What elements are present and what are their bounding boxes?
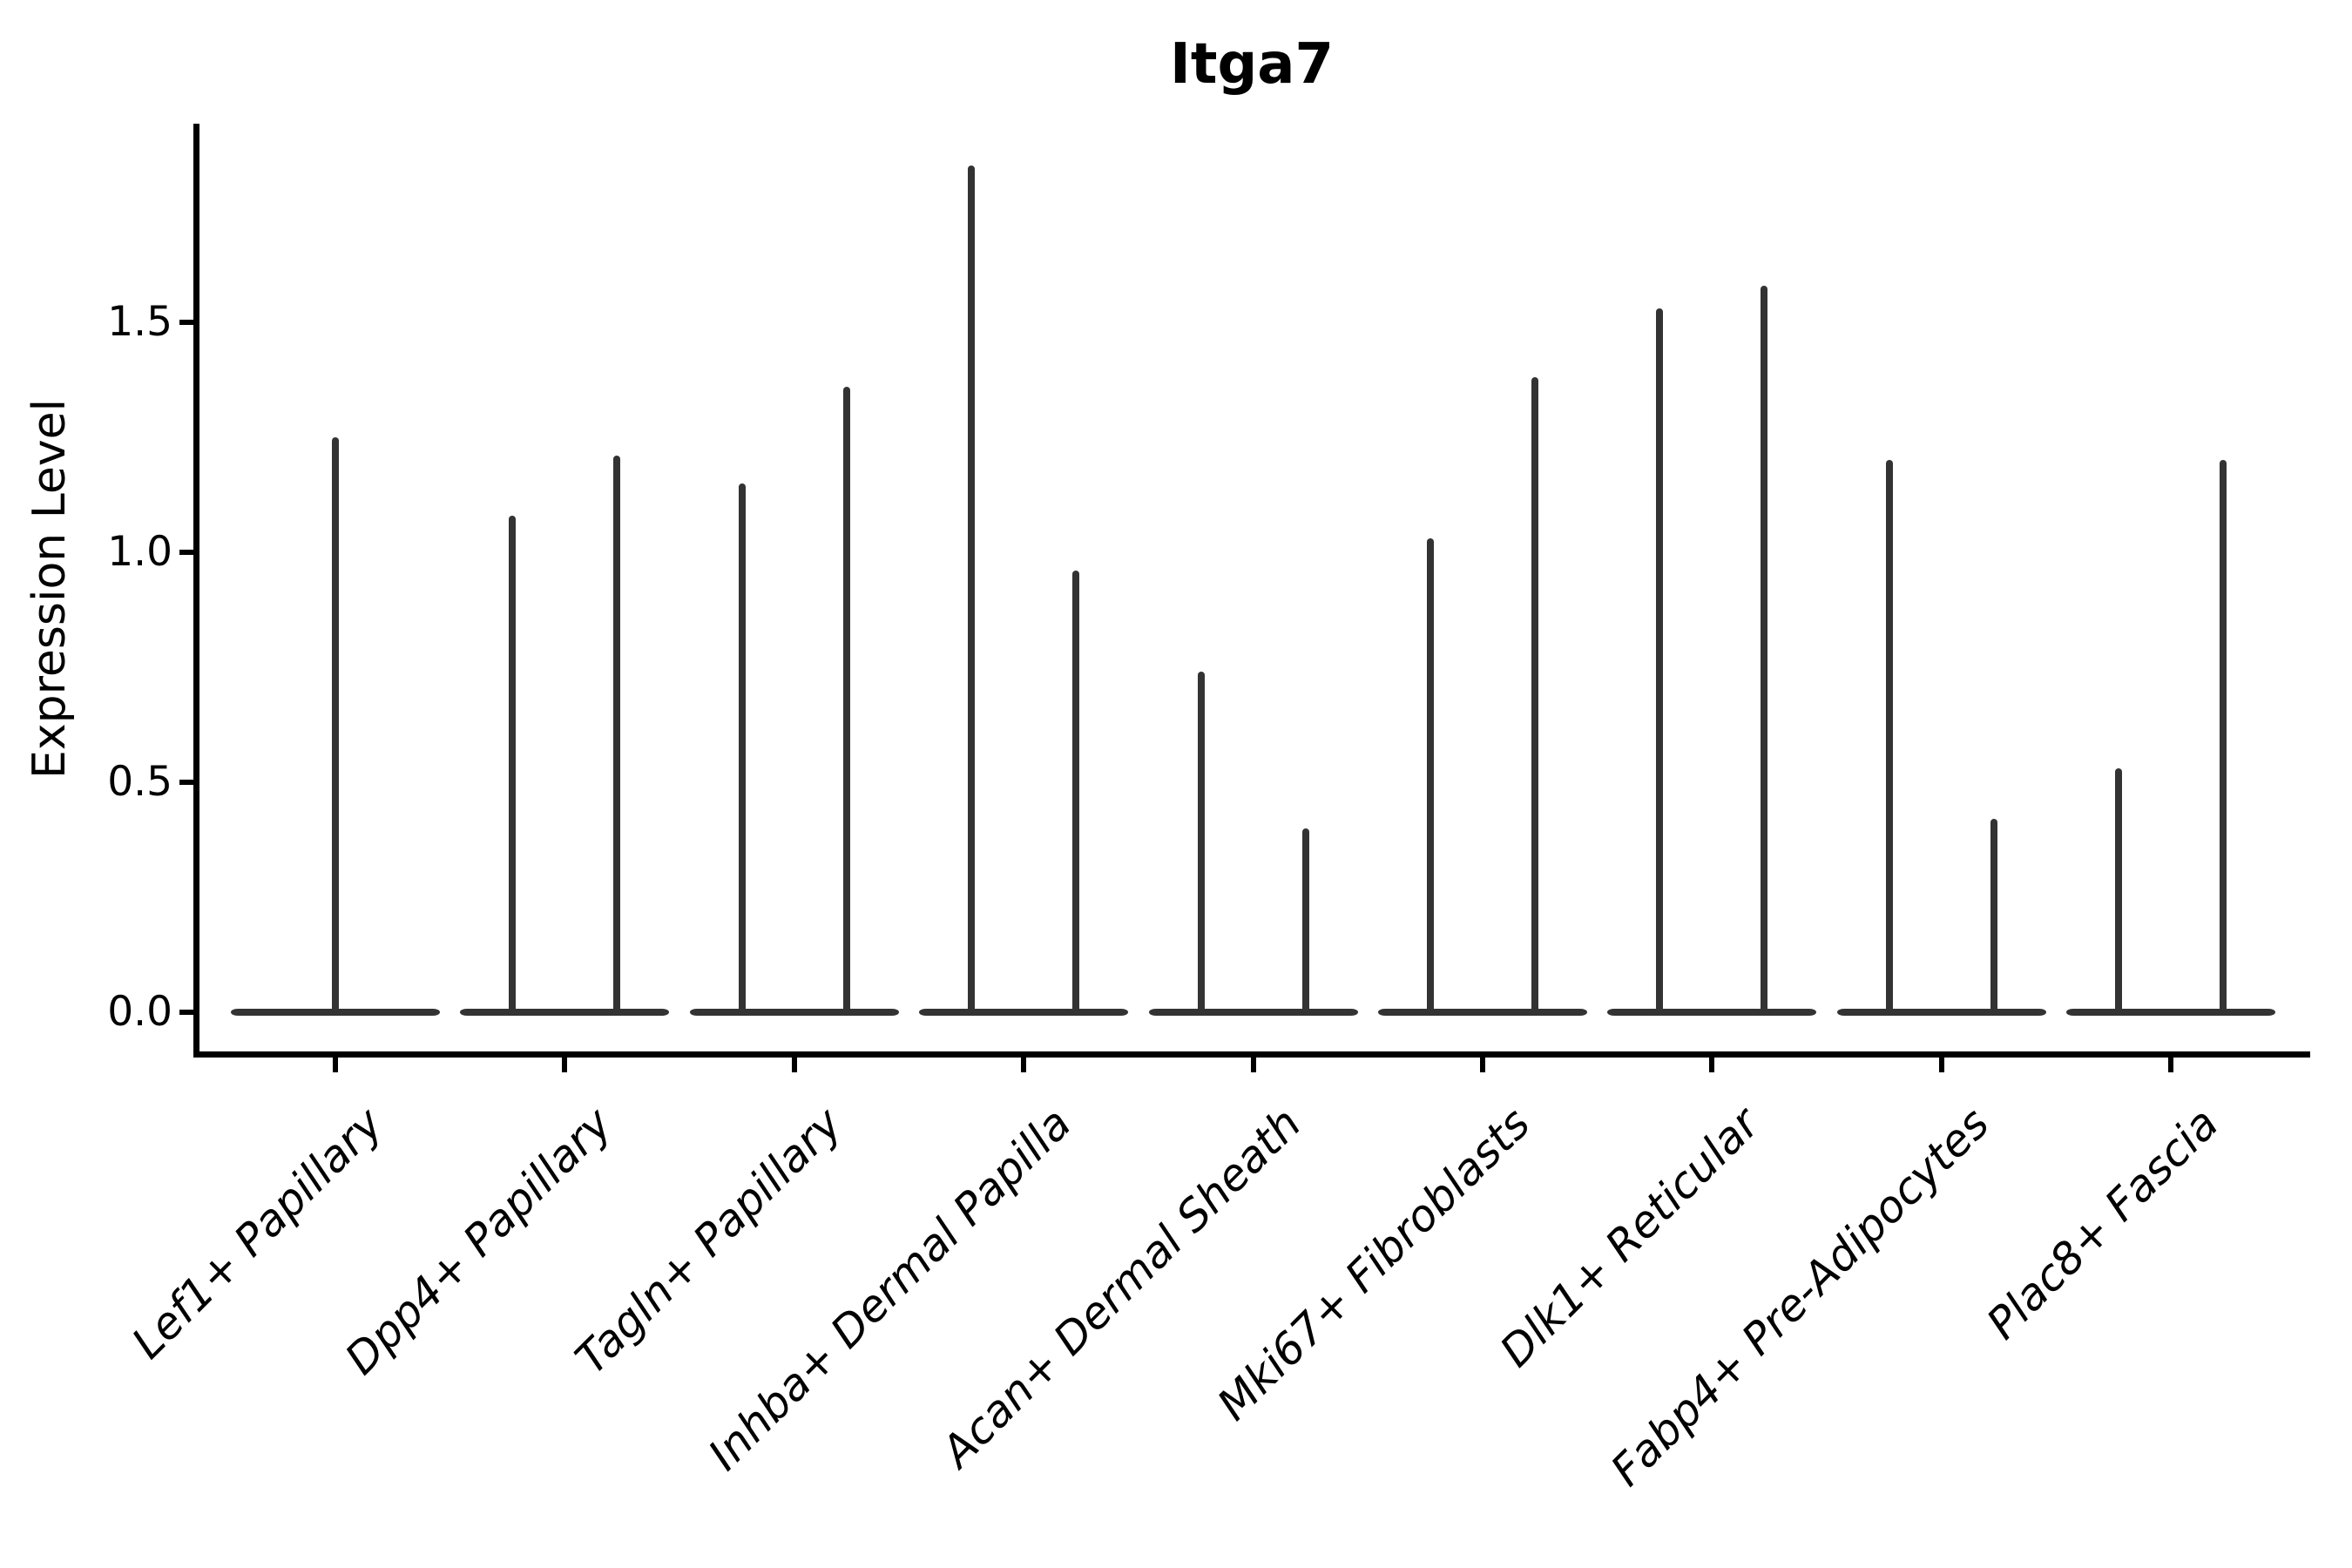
x-tick-mark (1021, 1058, 1027, 1072)
violin-base (460, 1009, 670, 1016)
violin-base (1607, 1009, 1817, 1016)
violin-spike (613, 456, 621, 1016)
violin-base (1836, 1009, 2046, 1016)
y-tick-mark (179, 780, 193, 785)
y-axis-label: Expression Level (24, 398, 76, 780)
violin-spike (968, 166, 976, 1016)
violin-base (689, 1009, 899, 1016)
violin-spike (738, 483, 746, 1016)
violin-spike (1301, 828, 1309, 1016)
violin-spike (1072, 571, 1080, 1016)
y-tick-mark (179, 320, 193, 325)
violin-spike (332, 437, 339, 1016)
x-tick-mark (1938, 1058, 1944, 1072)
x-tick-mark (333, 1058, 338, 1072)
violin-spike (1656, 308, 1664, 1016)
violin-base (2066, 1009, 2276, 1016)
x-tick-label: Plac8+ Fascia (1977, 1098, 2228, 1349)
x-tick-mark (562, 1058, 568, 1072)
y-tick-label: 1.5 (107, 298, 172, 346)
violin-spike (1531, 377, 1538, 1016)
y-tick-label: 1.0 (107, 528, 172, 576)
y-tick-mark (179, 550, 193, 555)
x-tick-mark (791, 1058, 797, 1072)
violin-spike (1427, 538, 1434, 1016)
violin-spike (2220, 460, 2227, 1016)
y-tick-label: 0.0 (107, 988, 172, 1036)
violin-spike (2115, 768, 2123, 1016)
violin-spike (509, 515, 517, 1016)
x-tick-mark (1480, 1058, 1485, 1072)
violin-base (1148, 1009, 1358, 1016)
violin-spike (1197, 672, 1205, 1016)
x-tick-label: Fabp4+ Pre-Adipocytes (1600, 1098, 1999, 1497)
violin-base (919, 1009, 1129, 1016)
x-tick-label: Lef1+ Papillary (122, 1098, 393, 1369)
violin-base (1378, 1009, 1587, 1016)
x-tick-mark (1250, 1058, 1256, 1072)
x-axis-spine (193, 1051, 2310, 1058)
violin-spike (1990, 819, 1997, 1016)
plot-title: Itga7 (1170, 32, 1334, 97)
x-tick-mark (1709, 1058, 1715, 1072)
y-axis-spine (193, 124, 199, 1058)
x-tick-mark (2168, 1058, 2174, 1072)
y-tick-label: 0.5 (107, 758, 172, 806)
y-tick-mark (179, 1010, 193, 1015)
violin-spike (1885, 460, 1893, 1016)
violin-spike (1761, 285, 1768, 1016)
violin-spike (842, 386, 850, 1016)
